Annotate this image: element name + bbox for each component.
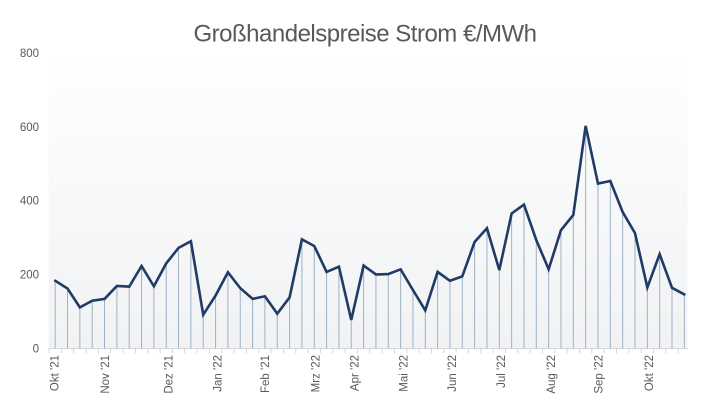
svg-text:800: 800	[20, 48, 39, 60]
svg-text:Aug '22: Aug '22	[546, 355, 558, 394]
svg-text:Jun '22: Jun '22	[447, 355, 459, 392]
svg-text:Mrz '22: Mrz '22	[311, 355, 323, 392]
svg-text:Okt '21: Okt '21	[50, 355, 62, 391]
svg-text:Feb '21: Feb '21	[260, 355, 272, 393]
svg-text:Okt '22: Okt '22	[644, 355, 656, 391]
svg-text:Apr '22: Apr '22	[349, 355, 361, 391]
svg-text:Großhandelspreise Strom €/MWh: Großhandelspreise Strom €/MWh	[194, 21, 537, 48]
svg-text:Jul '22: Jul '22	[496, 355, 508, 388]
svg-text:Dez '21: Dez '21	[164, 355, 176, 394]
svg-text:Nov '21: Nov '21	[100, 355, 112, 394]
svg-text:0: 0	[33, 344, 39, 356]
svg-text:200: 200	[20, 270, 39, 282]
svg-text:Mai '22: Mai '22	[398, 355, 410, 392]
svg-text:Sep '22: Sep '22	[593, 355, 605, 394]
svg-text:600: 600	[20, 122, 39, 134]
svg-text:Jan '22: Jan '22	[212, 355, 224, 392]
svg-text:400: 400	[20, 196, 39, 208]
